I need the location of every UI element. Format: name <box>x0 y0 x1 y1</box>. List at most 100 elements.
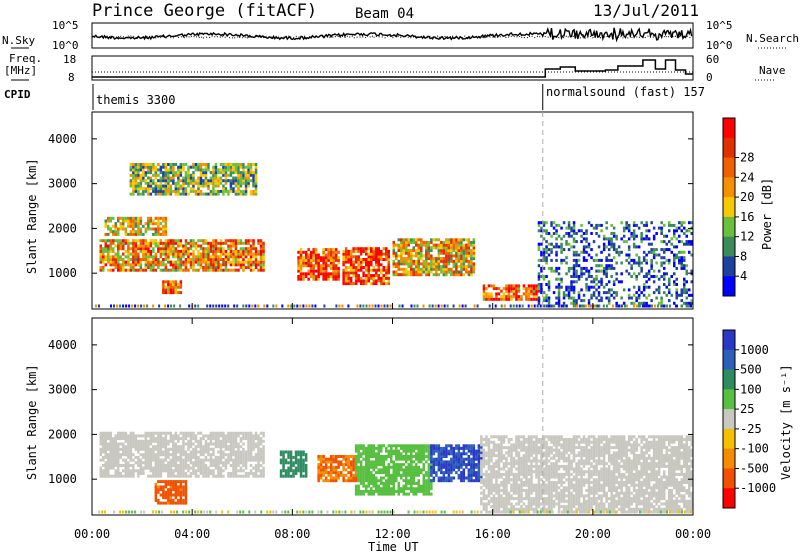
heat-cell <box>557 283 561 286</box>
heat-cell <box>467 273 471 277</box>
heat-cell <box>430 240 433 244</box>
heat-cell <box>405 262 408 266</box>
heat-cell <box>232 181 235 185</box>
heat-cell <box>222 434 225 438</box>
heat-cell <box>457 249 461 252</box>
heat-cell <box>450 257 453 261</box>
heat-cell <box>247 455 250 459</box>
heat-cell <box>234 455 238 459</box>
heat-cell <box>437 457 441 461</box>
heat-cell <box>152 179 155 183</box>
heat-cell <box>192 455 195 459</box>
heat-cell <box>587 285 591 289</box>
heat-cell <box>600 296 603 300</box>
heat-cell <box>134 224 138 228</box>
heat-cell <box>143 304 146 308</box>
heat-cell <box>675 237 678 241</box>
heat-cell <box>299 464 303 467</box>
heat-cell <box>427 455 431 458</box>
heat-cell <box>545 250 548 254</box>
heat-cell <box>397 481 400 485</box>
heat-cell <box>532 289 536 293</box>
heat-cell <box>244 187 248 191</box>
heat-cell <box>367 271 370 275</box>
heat-cell <box>377 252 380 256</box>
heat-cell <box>192 241 195 245</box>
heat-cell <box>405 259 408 263</box>
heat-cell <box>607 258 611 262</box>
heat-cell <box>137 258 140 261</box>
heat-cell <box>465 257 468 261</box>
heat-cell <box>199 244 203 248</box>
heat-cell <box>207 458 210 462</box>
heat-cell <box>462 254 466 258</box>
heat-cell <box>382 268 385 272</box>
heat-cell <box>380 449 383 453</box>
heat-cell <box>162 280 165 284</box>
heat-cell <box>239 455 243 459</box>
y-tick-label: 3000 <box>48 177 77 191</box>
heat-cell <box>212 431 215 435</box>
heat-cell <box>362 249 365 253</box>
heat-cell <box>365 249 368 253</box>
heat-cell <box>472 257 476 261</box>
heat-cell <box>217 474 220 478</box>
heat-cell <box>342 252 345 256</box>
heat-cell <box>427 246 431 250</box>
heat-cell <box>254 249 258 253</box>
heat-cell <box>167 501 170 505</box>
heat-cell <box>147 464 150 467</box>
heat-cell <box>229 179 233 183</box>
heat-cell <box>204 241 208 245</box>
velocity-heatmap <box>98 431 693 514</box>
heat-cell <box>109 216 112 220</box>
heat-cell <box>152 445 155 449</box>
heat-cell <box>107 466 110 470</box>
heat-cell <box>307 261 310 265</box>
heat-cell <box>197 474 200 478</box>
heat-cell <box>490 284 493 288</box>
heat-cell <box>324 277 328 281</box>
heat-cell <box>222 268 225 272</box>
heat-cell <box>447 465 451 469</box>
heat-cell <box>357 457 360 461</box>
heat-cell <box>467 249 471 252</box>
heat-cell <box>259 439 263 443</box>
heat-cell <box>292 469 295 473</box>
heat-cell <box>237 447 240 451</box>
heat-cell <box>112 442 115 446</box>
heat-cell <box>465 249 468 252</box>
heat-cell <box>234 472 238 475</box>
heat-cell <box>445 463 448 467</box>
heat-cell <box>217 439 220 443</box>
heat-cell <box>149 241 153 245</box>
heat-cell <box>128 304 131 308</box>
heat-cell <box>322 264 325 268</box>
heat-cell <box>142 232 145 236</box>
heat-cell <box>645 304 648 308</box>
heat-cell <box>537 283 541 286</box>
heat-cell <box>317 261 320 265</box>
heat-cell <box>194 439 198 443</box>
heat-cell <box>174 445 178 449</box>
heat-cell <box>174 241 178 245</box>
heat-cell <box>307 258 310 262</box>
heat-cell <box>415 468 418 472</box>
heat-cell <box>129 241 133 245</box>
heat-cell <box>612 232 616 235</box>
heat-cell <box>247 263 250 267</box>
heat-cell <box>124 263 128 267</box>
heat-cell <box>159 241 163 245</box>
heat-cell <box>107 232 110 236</box>
heat-cell <box>207 184 210 188</box>
heat-cell <box>462 449 466 453</box>
heat-cell <box>545 229 548 233</box>
heat-cell <box>144 466 148 470</box>
heat-cell <box>382 455 385 458</box>
heat-cell <box>387 255 390 259</box>
heat-cell <box>555 285 558 289</box>
heat-cell <box>114 458 117 462</box>
heat-cell <box>169 488 173 492</box>
heat-cell <box>297 250 300 254</box>
heat-cell <box>302 304 305 308</box>
